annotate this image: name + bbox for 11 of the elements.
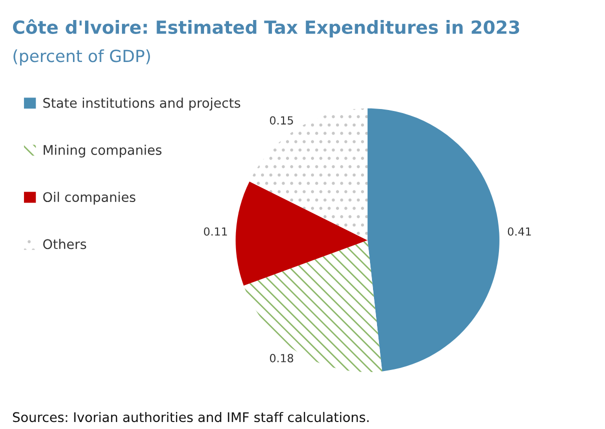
data-label: 0.18 [270,354,294,362]
source-note: Sources: Ivorian authorities and IMF staff calculations. [12,412,369,422]
data-label: 0.41 [508,227,531,236]
chart-title: Côte d'Ivoire: Estimated Tax Expenditures in 2023 [13,19,520,38]
data-label: 0.15 [270,116,293,125]
chart-subtitle: (percent of GDP) [14,49,150,66]
legend-label: Others [43,238,86,250]
data-label: 0.11 [204,227,227,236]
legend-label: Mining companies [44,144,162,158]
legend-label: Oil companies [43,192,136,205]
legend-label: State institutions and projects [43,98,240,110]
